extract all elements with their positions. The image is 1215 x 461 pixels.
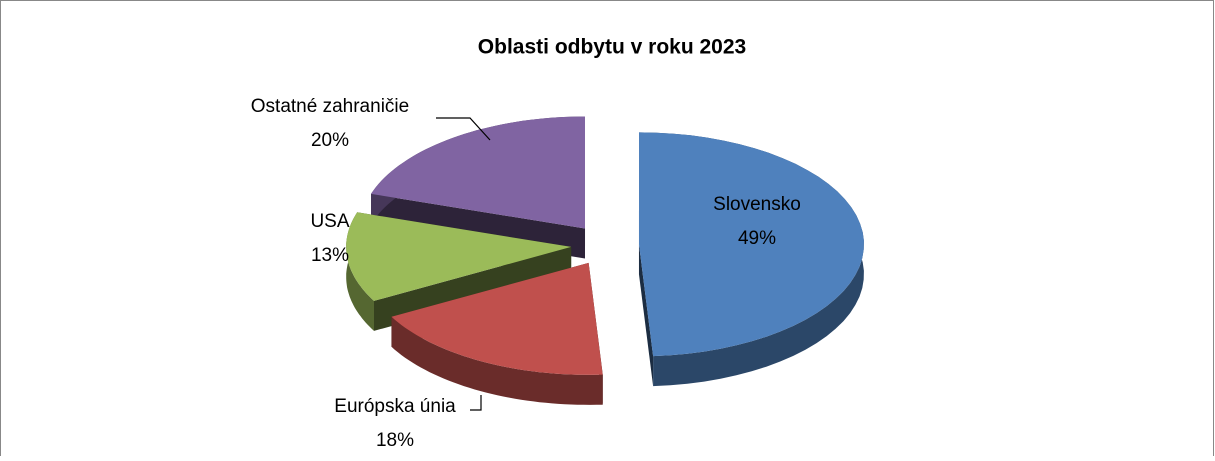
data-label-name: Ostatné zahraničie	[251, 96, 409, 117]
data-label-name: Európska únia	[334, 396, 456, 417]
data-label-name: Slovensko	[713, 194, 801, 215]
slice-wall	[391, 316, 603, 405]
slice-side	[638, 244, 654, 387]
slice	[391, 262, 603, 375]
slice	[346, 212, 572, 301]
leader-line	[470, 395, 482, 411]
data-label-value: 18%	[376, 430, 414, 451]
leader-line	[436, 117, 491, 141]
data-label-value: 13%	[311, 245, 349, 266]
data-label-value: 49%	[738, 228, 776, 249]
slice	[371, 116, 586, 229]
pie	[346, 116, 864, 405]
data-label-name: USA	[310, 211, 349, 232]
slice	[638, 132, 864, 357]
chart-title: Oblasti odbytu v roku 2023	[478, 36, 746, 59]
data-label-value: 20%	[311, 130, 349, 151]
